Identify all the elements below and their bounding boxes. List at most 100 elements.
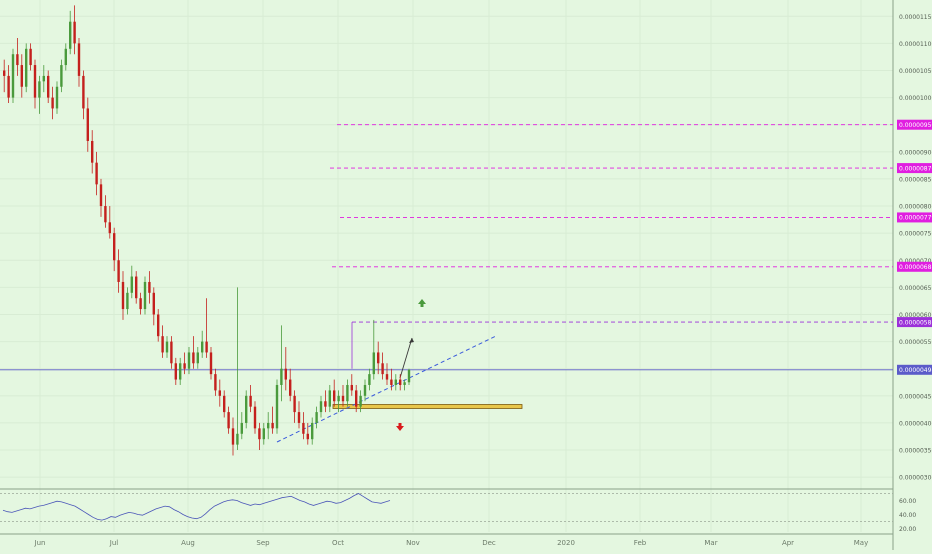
candle-body[interactable] bbox=[117, 260, 120, 282]
candle-body[interactable] bbox=[249, 395, 252, 407]
candle-body[interactable] bbox=[293, 395, 296, 413]
candle-body[interactable] bbox=[385, 374, 389, 380]
candle-body[interactable] bbox=[253, 406, 257, 429]
candle-body[interactable] bbox=[359, 395, 362, 407]
candle-body[interactable] bbox=[64, 48, 67, 66]
candle-body[interactable] bbox=[240, 422, 243, 434]
candle-body[interactable] bbox=[346, 384, 349, 402]
candle-body[interactable] bbox=[403, 382, 406, 385]
candle-body[interactable] bbox=[201, 341, 204, 353]
candle-body[interactable] bbox=[372, 352, 375, 375]
candle-body[interactable] bbox=[95, 162, 98, 185]
time-axis-label: Dec bbox=[482, 539, 496, 547]
candle-body[interactable] bbox=[319, 401, 323, 413]
candle-body[interactable] bbox=[161, 336, 164, 353]
candle-body[interactable] bbox=[165, 341, 169, 353]
candle-body[interactable] bbox=[363, 384, 367, 396]
candle-body[interactable] bbox=[183, 363, 186, 369]
candle-body[interactable] bbox=[381, 363, 384, 375]
candle-body[interactable] bbox=[187, 352, 191, 369]
candle-body[interactable] bbox=[306, 433, 309, 440]
candle-body[interactable] bbox=[42, 75, 45, 82]
candle-body[interactable] bbox=[130, 276, 133, 293]
candle-body[interactable] bbox=[82, 75, 85, 109]
candle-body[interactable] bbox=[20, 65, 23, 87]
ascending-trendline[interactable] bbox=[276, 335, 497, 443]
candle-body[interactable] bbox=[390, 379, 393, 385]
candle-body[interactable] bbox=[218, 390, 221, 396]
candle-body[interactable] bbox=[399, 379, 402, 385]
candle-body[interactable] bbox=[108, 222, 111, 234]
candle-body[interactable] bbox=[3, 70, 6, 76]
candle-body[interactable] bbox=[341, 395, 345, 402]
candle-body[interactable] bbox=[7, 75, 10, 98]
candle-body[interactable] bbox=[143, 281, 147, 310]
candle-body[interactable] bbox=[289, 379, 292, 396]
candle-body[interactable] bbox=[368, 374, 371, 385]
candle-body[interactable] bbox=[328, 390, 331, 407]
candle-body[interactable] bbox=[196, 352, 199, 364]
candle-body[interactable] bbox=[407, 369, 411, 383]
candle-body[interactable] bbox=[29, 48, 32, 66]
projection-arrow[interactable] bbox=[399, 337, 413, 379]
candle-body[interactable] bbox=[337, 395, 340, 402]
candle-body[interactable] bbox=[267, 422, 270, 429]
candle-body[interactable] bbox=[121, 281, 125, 310]
candle-body[interactable] bbox=[394, 379, 397, 385]
candle-body[interactable] bbox=[152, 292, 155, 315]
candle-body[interactable] bbox=[258, 428, 261, 440]
candle-body[interactable] bbox=[11, 54, 15, 98]
candle-body[interactable] bbox=[377, 352, 380, 364]
candle-body[interactable] bbox=[174, 363, 177, 380]
candle-body[interactable] bbox=[333, 390, 336, 402]
candle-body[interactable] bbox=[236, 433, 239, 445]
candle-body[interactable] bbox=[60, 65, 63, 87]
candle-body[interactable] bbox=[192, 352, 195, 364]
candle-body[interactable] bbox=[350, 384, 353, 391]
candle-body[interactable] bbox=[284, 368, 287, 380]
candle-body[interactable] bbox=[297, 412, 301, 423]
candle-body[interactable] bbox=[262, 428, 265, 440]
candle-body[interactable] bbox=[214, 374, 217, 391]
candle-body[interactable] bbox=[99, 184, 103, 207]
candle-body[interactable] bbox=[25, 48, 28, 87]
candle-body[interactable] bbox=[135, 276, 138, 299]
candle-body[interactable] bbox=[227, 412, 230, 429]
candle-body[interactable] bbox=[47, 75, 50, 98]
candle-body[interactable] bbox=[148, 281, 151, 293]
candle-body[interactable] bbox=[157, 314, 160, 337]
candle-body[interactable] bbox=[38, 81, 41, 98]
candle-body[interactable] bbox=[113, 233, 116, 261]
candle-body[interactable] bbox=[315, 412, 318, 423]
candle-body[interactable] bbox=[126, 292, 129, 310]
candle-body[interactable] bbox=[355, 390, 358, 407]
candle-body[interactable] bbox=[139, 298, 142, 310]
candle-body[interactable] bbox=[16, 54, 19, 66]
candle-body[interactable] bbox=[245, 395, 248, 423]
candle-body[interactable] bbox=[179, 363, 182, 380]
candle-body[interactable] bbox=[91, 140, 94, 163]
candle-body[interactable] bbox=[77, 43, 81, 76]
candle-body[interactable] bbox=[205, 341, 208, 353]
candle-body[interactable] bbox=[209, 352, 213, 375]
candle-body[interactable] bbox=[73, 21, 76, 44]
candle-body[interactable] bbox=[324, 401, 327, 407]
support-zone[interactable] bbox=[332, 404, 523, 409]
candle-body[interactable] bbox=[51, 97, 54, 109]
candle-body[interactable] bbox=[223, 395, 226, 413]
candle-body[interactable] bbox=[311, 422, 314, 440]
time-axis-label: 2020 bbox=[557, 539, 575, 547]
candle-body[interactable] bbox=[69, 21, 72, 49]
candle-body[interactable] bbox=[302, 422, 305, 434]
candle-body[interactable] bbox=[86, 108, 89, 141]
candle-body[interactable] bbox=[170, 341, 173, 364]
candle-body[interactable] bbox=[275, 384, 279, 429]
candle-body[interactable] bbox=[280, 368, 283, 385]
candle-body[interactable] bbox=[231, 428, 235, 445]
candle-body[interactable] bbox=[55, 86, 59, 109]
candle-body[interactable] bbox=[33, 65, 37, 98]
candle-body[interactable] bbox=[104, 206, 107, 223]
candle-body[interactable] bbox=[271, 422, 274, 429]
